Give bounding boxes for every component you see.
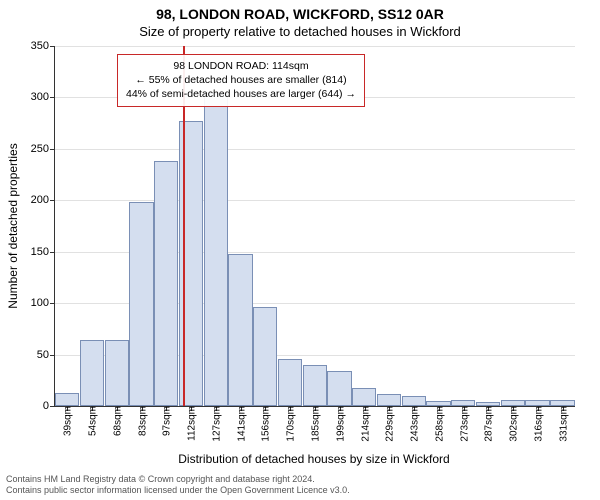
y-tick-label: 150 [9,246,55,258]
y-tick-label: 50 [9,349,55,361]
callout-box: 98 LONDON ROAD: 114sqm← 55% of detached … [117,54,365,107]
page-subtitle: Size of property relative to detached ho… [0,22,600,39]
x-tick-label: 273sqm [457,406,470,442]
callout-line: 98 LONDON ROAD: 114sqm [126,59,356,73]
grid-line [55,149,575,150]
x-tick-label: 112sqm [185,406,198,441]
histogram-bar [204,93,228,406]
grid-line [55,200,575,201]
x-tick-label: 54sqm [86,406,99,436]
histogram-bar [55,393,79,406]
histogram-bar [278,359,302,406]
chart-plot-area: 05010015020025030035039sqm54sqm68sqm83sq… [54,46,575,407]
page-title: 98, LONDON ROAD, WICKFORD, SS12 0AR [0,0,600,22]
x-axis-label: Distribution of detached houses by size … [54,452,574,466]
x-tick-label: 302sqm [507,406,520,442]
x-tick-label: 229sqm [383,406,396,442]
histogram-bar [352,388,376,407]
y-tick-label: 250 [9,143,55,155]
y-tick-label: 0 [9,400,55,412]
y-tick-label: 100 [9,297,55,309]
grid-line [55,46,575,47]
x-tick-label: 316sqm [531,406,544,442]
y-tick-label: 350 [9,40,55,52]
y-tick-label: 300 [9,91,55,103]
callout-line: 44% of semi-detached houses are larger (… [126,87,356,101]
x-tick-label: 258sqm [432,406,445,442]
histogram-bar [377,394,401,406]
histogram-bar [303,365,327,406]
x-tick-label: 39sqm [61,406,74,436]
y-tick-label: 200 [9,194,55,206]
x-tick-label: 331sqm [556,406,569,442]
x-tick-label: 127sqm [209,406,222,442]
histogram-bar [327,371,351,406]
histogram-bar [228,254,252,406]
callout-line: ← 55% of detached houses are smaller (81… [126,73,356,87]
x-tick-label: 214sqm [358,406,371,442]
histogram-bar [253,307,277,406]
x-tick-label: 156sqm [259,406,272,442]
histogram-bar [154,161,178,406]
x-tick-label: 287sqm [482,406,495,442]
histogram-bar [105,340,129,406]
x-tick-label: 185sqm [309,406,322,442]
footnote-line-1: Contains HM Land Registry data © Crown c… [6,474,350,485]
x-tick-label: 97sqm [160,406,173,436]
x-tick-label: 199sqm [333,406,346,442]
x-tick-label: 141sqm [234,406,247,442]
histogram-bar [80,340,104,406]
footnote: Contains HM Land Registry data © Crown c… [6,474,350,496]
histogram-bar [129,202,153,406]
x-tick-label: 170sqm [284,406,297,442]
x-tick-label: 243sqm [408,406,421,442]
histogram-bar [402,396,426,406]
footnote-line-2: Contains public sector information licen… [6,485,350,496]
x-tick-label: 68sqm [110,406,123,436]
x-tick-label: 83sqm [135,406,148,436]
